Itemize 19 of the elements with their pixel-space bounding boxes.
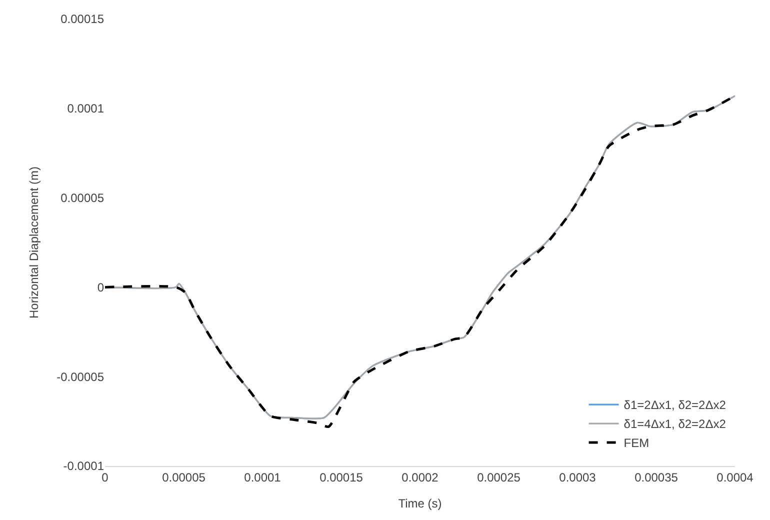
x-tick-label: 0.0003 [559,470,596,484]
x-axis-title: Time (s) [398,496,442,510]
y-tick-label: 0 [97,280,104,294]
y-tick-label: -0.00005 [56,370,104,384]
x-tick-label: 0.0004 [716,470,754,484]
y-axis-title: Horizontal Diaplacement (m) [26,166,41,319]
y-tick-label: -0.0001 [63,459,104,474]
legend-label: δ1=2Δx1, δ2=2Δx2 [624,398,726,412]
x-tick-label: 0.00035 [634,470,678,484]
x-tick-label: 0.00015 [320,470,364,484]
legend-label: FEM [624,436,650,450]
y-tick-label: 0.00015 [60,12,104,26]
x-tick-label: 0.00005 [162,470,206,484]
x-tick-label: 0.00025 [477,470,521,484]
y-tick-label: 0.00005 [60,191,104,205]
x-tick-label: 0.0002 [402,470,439,484]
x-tick-label: 0.0001 [244,470,282,484]
y-tick-label: 0.0001 [67,102,104,116]
legend-label: δ1=4Δx1, δ2=2Δx2 [624,417,726,432]
